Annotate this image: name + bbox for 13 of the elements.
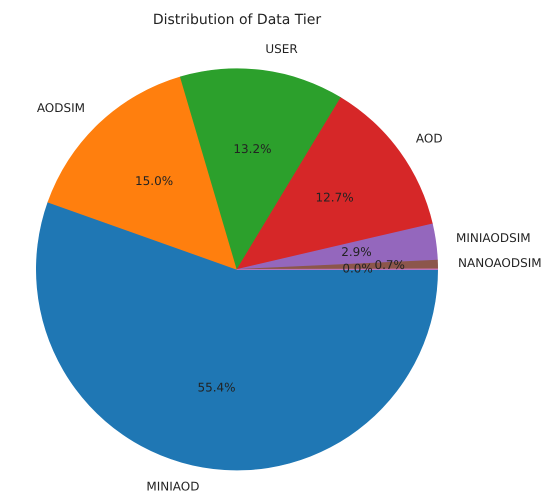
- slice-label: MINIAODSIM: [456, 231, 531, 246]
- slice-label: NANOAODSIM: [458, 256, 542, 270]
- data-label: 0.7%: [374, 258, 405, 272]
- slice-label: AODSIM: [36, 100, 86, 115]
- slice-label: USER: [265, 42, 298, 56]
- chart-title: Distribution of Data Tier: [152, 12, 322, 28]
- data-label: 12.7%: [316, 190, 354, 205]
- data-label: 13.2%: [233, 142, 272, 156]
- data-label: 2.9%: [341, 244, 372, 259]
- slice-label: MINIAOD: [146, 479, 200, 494]
- slice-label: AOD: [416, 132, 443, 146]
- data-label: 15.0%: [135, 174, 174, 188]
- data-label: 55.4%: [197, 380, 236, 394]
